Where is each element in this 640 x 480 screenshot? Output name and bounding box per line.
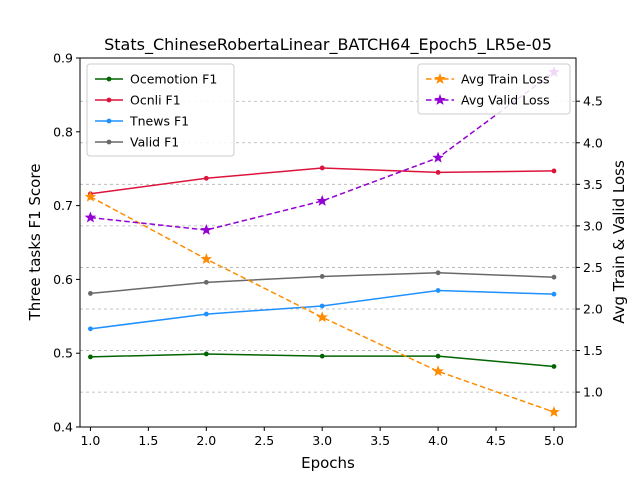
data-point (88, 326, 93, 332)
x-tick-label: 1.0 (80, 433, 100, 448)
x-tick-label: 2.0 (196, 433, 216, 448)
y2-tick-label: 2.0 (583, 301, 603, 316)
y2-tick-label: 1.5 (583, 343, 603, 358)
data-point (203, 175, 209, 181)
legend-label: Valid F1 (130, 135, 179, 150)
data-point (548, 405, 560, 417)
series-line (90, 289, 555, 330)
series-ocnli-f1 (88, 165, 557, 197)
legend-label: Ocnli F1 (130, 93, 181, 108)
series-avg-train-loss (84, 190, 560, 417)
data-point (432, 365, 444, 377)
series-valid-f1 (88, 270, 557, 296)
y2-tick-label: 2.5 (583, 260, 603, 275)
data-point (88, 354, 93, 360)
series-layer (84, 66, 560, 417)
series-line (90, 71, 555, 231)
legend-marker (434, 72, 446, 84)
series-line (90, 167, 554, 195)
y-tick-label: 0.9 (53, 51, 73, 66)
legend-box (86, 63, 235, 157)
data-point (551, 364, 557, 369)
data-point (551, 274, 557, 280)
x-axis-label: Epochs (301, 454, 355, 472)
data-point (200, 253, 213, 265)
data-point (200, 223, 213, 235)
x-tick-label: 4.0 (428, 433, 448, 448)
y-tick-label: 0.4 (53, 420, 73, 435)
x-axis: 1.0 1.5 2.0 2.5 3.0 3.5 4.0 4.5 5.0 (80, 427, 564, 448)
legend-label: Ocemotion F1 (130, 72, 217, 87)
legend-right: Avg Train Loss Avg Valid Loss (417, 63, 571, 115)
x-tick-label: 2.5 (254, 433, 274, 448)
data-point (435, 169, 441, 175)
y-tick-label: 0.5 (53, 346, 73, 361)
data-point (203, 279, 209, 285)
data-point (319, 353, 325, 359)
data-point (319, 274, 325, 279)
y2-tick-label: 4.5 (583, 94, 603, 109)
y-axis-label-right: Avg Train & Valid Loss (610, 160, 628, 324)
y2-tick-label: 3.0 (583, 218, 603, 233)
series-tnews-f1 (88, 288, 557, 332)
x-tick-label: 5.0 (544, 433, 564, 448)
series-line (90, 196, 555, 413)
data-point (435, 353, 441, 359)
legend-marker (106, 139, 112, 145)
x-tick-label: 3.0 (312, 433, 332, 448)
legend-left: Ocemotion F1 Ocnli F1 Tnews F1 Valid F1 (86, 63, 235, 157)
y2-tick-label: 1.0 (583, 385, 603, 400)
plot-frame (79, 57, 577, 428)
data-point (203, 351, 209, 357)
data-point (88, 291, 93, 296)
y-axis-label-left: Three tasks F1 Score (26, 164, 44, 322)
y-tick-label: 0.8 (53, 124, 73, 139)
data-point (316, 194, 328, 206)
data-point (551, 168, 557, 174)
data-point (316, 311, 328, 323)
grid-lines (80, 100, 576, 393)
legend-label: Avg Train Loss (461, 72, 550, 87)
legend-marker (434, 93, 446, 105)
data-point (84, 211, 97, 223)
data-point (432, 151, 444, 163)
data-point (435, 270, 441, 276)
data-point (551, 291, 557, 297)
data-point (319, 165, 325, 171)
data-point (84, 190, 97, 202)
legend-box (417, 63, 571, 115)
series-ocemotion-f1 (88, 351, 557, 369)
x-tick-label: 4.5 (486, 433, 506, 448)
x-tick-label: 3.5 (370, 433, 390, 448)
y-axis-right: 1.0 1.5 2.0 2.5 3.0 3.5 4.0 4.5 (576, 94, 603, 400)
y2-tick-label: 4.0 (583, 135, 603, 150)
y-tick-label: 0.6 (53, 272, 73, 287)
data-point (203, 311, 209, 317)
chart-title: Stats_ChineseRobertaLinear_BATCH64_Epoch… (104, 35, 552, 55)
legend-marker (106, 97, 112, 103)
data-point (435, 288, 441, 293)
legend-label: Tnews F1 (129, 114, 189, 129)
y-tick-label: 0.7 (53, 198, 73, 213)
y-axis-left: 0.4 0.5 0.6 0.7 0.8 0.9 (53, 51, 80, 435)
legend-marker (106, 118, 112, 124)
y2-tick-label: 3.5 (583, 177, 603, 192)
legend-marker (106, 76, 112, 82)
legend-label: Avg Valid Loss (461, 93, 550, 108)
data-point (319, 303, 325, 309)
x-tick-label: 1.5 (138, 433, 158, 448)
